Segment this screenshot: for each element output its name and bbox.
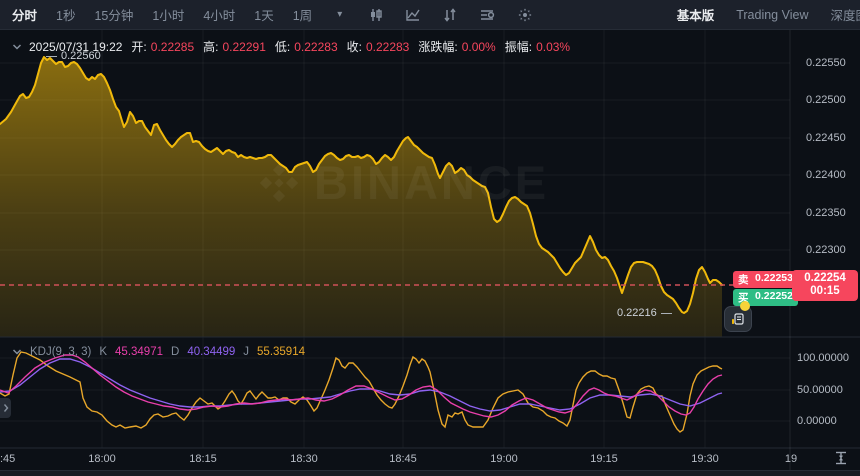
interval-more-caret-icon[interactable]: ▾	[337, 9, 343, 20]
kdj-title[interactable]: KDJ(9, 3, 3)	[30, 346, 92, 358]
kdj-d-value: 40.34499	[187, 346, 236, 358]
view-tradingview[interactable]: Trading View	[736, 7, 809, 22]
ask-row[interactable]: 卖 0.22253	[733, 271, 798, 288]
kdj-legend: KDJ(9, 3, 3) K 45.34971 D 40.34499 J 55.…	[12, 346, 305, 358]
session-high-label: 0.22560	[46, 50, 101, 62]
time-tick: 19:00	[490, 453, 518, 465]
time-tick: 19:15	[590, 453, 618, 465]
price-tick: 0.22300	[806, 244, 846, 256]
interval-tab-timeshare[interactable]: 分时	[12, 9, 38, 23]
toolbar-icons	[368, 7, 533, 23]
chevron-right-icon	[3, 404, 8, 412]
interval-tab-4h[interactable]: 4小时	[203, 9, 236, 23]
bid-price: 0.22252	[755, 290, 793, 302]
kdj-d-label: D	[171, 346, 180, 358]
bid-label: 买	[738, 292, 749, 304]
interval-tab-15m[interactable]: 15分钟	[94, 9, 134, 23]
time-tick: 18:15	[189, 453, 217, 465]
price-tick: 0.22350	[806, 207, 846, 219]
time-tick: :45	[0, 453, 16, 465]
bid-row[interactable]: 买 0.22252	[733, 289, 798, 306]
interval-tabs: 分时 1秒 15分钟 1小时 4小时 1天 1周 ▾	[12, 5, 342, 24]
price-tick: 0.22500	[806, 94, 846, 106]
collapse-chevron-icon[interactable]	[12, 43, 22, 51]
kdj-axis-tick: 50.00000	[797, 384, 843, 396]
high-tick-line	[46, 55, 57, 57]
session-high-value: 0.22560	[61, 50, 101, 62]
toolbar-view-switch: 基本版 Trading View 深度图	[677, 5, 860, 24]
session-low-value: 0.22216	[617, 307, 657, 319]
time-scale-icon	[836, 451, 846, 465]
view-basic[interactable]: 基本版	[676, 9, 715, 23]
line-chart-icon[interactable]	[405, 7, 421, 23]
high-value: 0.22291	[222, 39, 266, 54]
open-label: 开:	[131, 40, 147, 54]
session-low-label: 0.22216	[617, 307, 672, 319]
time-tick: 18:45	[389, 453, 417, 465]
ask-bid-quote: 卖 0.22253 买 0.22252	[733, 271, 798, 307]
time-tick: 18:00	[88, 453, 116, 465]
open-value: 0.22285	[150, 39, 195, 54]
low-tick-line	[660, 312, 672, 314]
price-marker-dot	[740, 301, 750, 311]
price-tick: 0.22550	[806, 57, 846, 69]
change-value: 0.00%	[461, 39, 496, 54]
time-tick: 19:30	[691, 453, 719, 465]
low-label: 低:	[274, 40, 291, 54]
kdj-k-line	[0, 354, 723, 418]
kdj-k-label: K	[99, 346, 108, 358]
interval-tab-1h[interactable]: 1小时	[152, 9, 185, 23]
view-depth[interactable]: 深度图	[830, 9, 860, 23]
low-value: 0.22283	[294, 39, 338, 54]
price-line	[0, 56, 723, 314]
indicators-icon[interactable]	[442, 7, 458, 23]
interval-tab-1d[interactable]: 1天	[254, 9, 274, 23]
current-price-badge: 0.22254 00:15	[792, 270, 858, 301]
kdj-j-value: 55.35914	[257, 346, 305, 358]
current-price-value: 0.22254	[804, 272, 846, 284]
time-tick: 18:30	[290, 453, 318, 465]
high-label: 高:	[203, 40, 219, 54]
pane-expand-button[interactable]	[0, 398, 11, 418]
bottom-panel-edge	[0, 470, 860, 476]
change-label: 涨跌幅:	[418, 40, 458, 54]
settings-gear-icon[interactable]	[517, 7, 533, 23]
candle-countdown: 00:15	[810, 285, 840, 297]
price-tick: 0.22400	[806, 169, 846, 181]
chart-toolbar: 分时 1秒 15分钟 1小时 4小时 1天 1周 ▾	[0, 0, 860, 30]
indicator-settings-icon[interactable]	[479, 7, 496, 23]
ohlc-datetime: 2025/07/31 19:22	[29, 39, 123, 54]
kdj-k-value: 45.34971	[115, 346, 163, 358]
interval-tab-1s[interactable]: 1秒	[56, 9, 76, 23]
price-area-fill	[0, 57, 722, 337]
kdj-j-label: J	[243, 346, 250, 358]
price-tick: 0.22450	[806, 132, 846, 144]
kdj-axis-tick: 0.00000	[797, 415, 837, 427]
kdj-j-line	[0, 351, 723, 433]
amplitude-label: 振幅:	[504, 40, 533, 54]
ask-price: 0.22253	[755, 272, 793, 284]
interval-tab-1w[interactable]: 1周	[292, 9, 313, 23]
candlestick-chart-icon[interactable]	[368, 7, 384, 23]
kdj-axis-tick: 100.00000	[797, 352, 849, 364]
close-label: 收:	[346, 40, 362, 54]
kdj-collapse-chevron-icon[interactable]	[12, 348, 22, 356]
kdj-d-line	[0, 358, 723, 412]
ohlc-info-bar: 2025/07/31 19:22 开: 0.22285 高: 0.22291 低…	[12, 38, 570, 55]
amplitude-value: 0.03%	[536, 39, 571, 54]
close-value: 0.22283	[365, 39, 410, 54]
order-list-icon	[732, 313, 744, 325]
time-scale-button[interactable]	[833, 450, 849, 471]
time-tick: 19	[784, 453, 798, 465]
ask-label: 卖	[738, 274, 749, 286]
